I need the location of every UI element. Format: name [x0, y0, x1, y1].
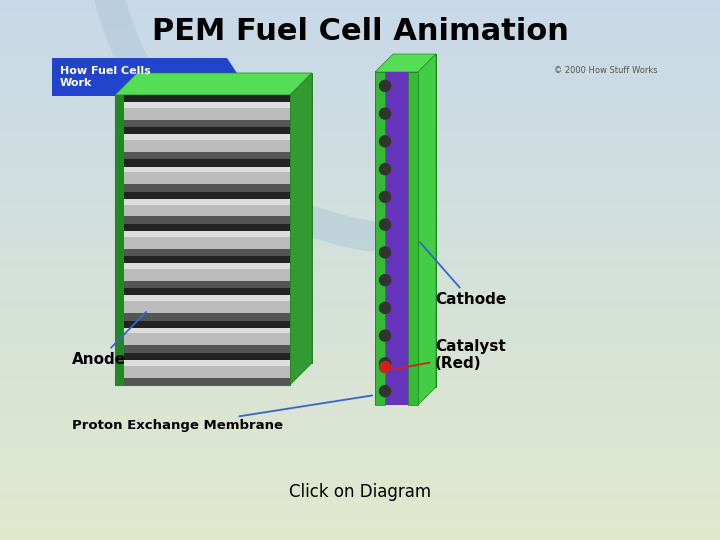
Bar: [115, 295, 290, 313]
Bar: [115, 159, 290, 166]
Bar: [115, 102, 290, 120]
Bar: [115, 249, 290, 256]
Circle shape: [379, 219, 390, 230]
Bar: [115, 377, 290, 385]
Circle shape: [379, 80, 390, 91]
Circle shape: [379, 361, 390, 373]
Bar: [115, 224, 290, 231]
Bar: [115, 184, 290, 192]
Circle shape: [379, 247, 390, 258]
Text: Click on Diagram: Click on Diagram: [289, 483, 431, 501]
Bar: [115, 231, 290, 237]
Bar: [375, 72, 385, 405]
Text: Proton Exchange Membrane: Proton Exchange Membrane: [72, 395, 372, 433]
Bar: [115, 353, 290, 360]
Bar: [115, 199, 290, 205]
Bar: [115, 95, 124, 385]
Bar: [115, 192, 290, 199]
Bar: [115, 120, 290, 127]
Bar: [115, 263, 290, 269]
Bar: [115, 152, 290, 159]
Bar: [115, 256, 290, 263]
Circle shape: [379, 108, 390, 119]
Bar: [115, 199, 290, 217]
Bar: [115, 328, 290, 346]
Polygon shape: [52, 58, 252, 96]
Bar: [115, 231, 290, 249]
Text: Catalyst
(Red): Catalyst (Red): [392, 339, 505, 371]
Bar: [115, 313, 290, 321]
Bar: [52, 58, 664, 458]
Bar: [408, 72, 418, 405]
Circle shape: [379, 191, 390, 202]
Bar: [115, 217, 290, 224]
Bar: [115, 281, 290, 288]
Bar: [115, 346, 290, 353]
Polygon shape: [375, 72, 418, 405]
Polygon shape: [115, 73, 312, 95]
Bar: [115, 127, 290, 134]
Bar: [115, 134, 290, 152]
Text: PEM Fuel Cell Animation: PEM Fuel Cell Animation: [152, 17, 568, 46]
Circle shape: [379, 275, 390, 286]
Bar: [115, 321, 290, 328]
Bar: [115, 166, 290, 172]
Circle shape: [379, 386, 390, 396]
Bar: [115, 95, 290, 102]
Bar: [115, 328, 290, 333]
Circle shape: [379, 358, 390, 369]
Bar: [115, 360, 290, 366]
Polygon shape: [290, 73, 312, 385]
Circle shape: [379, 302, 390, 313]
Bar: [115, 263, 290, 281]
Bar: [115, 360, 290, 377]
Polygon shape: [115, 95, 290, 385]
Polygon shape: [375, 54, 436, 72]
Bar: [115, 295, 290, 301]
Bar: [115, 102, 290, 108]
Circle shape: [379, 330, 390, 341]
Bar: [115, 134, 290, 140]
Text: Cathode: Cathode: [420, 242, 506, 307]
Polygon shape: [393, 54, 436, 387]
Bar: [115, 288, 290, 295]
Bar: [115, 166, 290, 184]
Text: How Fuel Cells
Work: How Fuel Cells Work: [60, 66, 150, 89]
Polygon shape: [137, 73, 312, 363]
Text: © 2000 How Stuff Works: © 2000 How Stuff Works: [554, 66, 658, 75]
Polygon shape: [418, 54, 436, 405]
Circle shape: [379, 164, 390, 174]
Text: Anode: Anode: [72, 312, 146, 368]
Circle shape: [379, 136, 390, 147]
